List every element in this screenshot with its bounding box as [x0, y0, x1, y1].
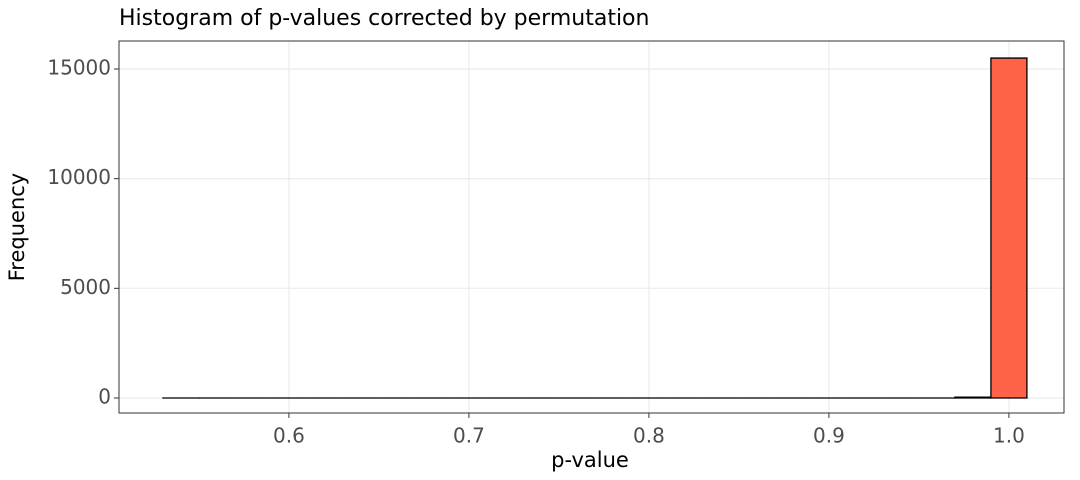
x-tick-label: 0.9 [813, 424, 845, 448]
y-axis-title: Frequency [5, 173, 29, 282]
y-tick-label: 10000 [47, 165, 111, 189]
y-tick-label: 0 [98, 384, 111, 408]
y-tick-label: 15000 [47, 56, 111, 80]
x-tick-label: 0.8 [633, 424, 665, 448]
bar [954, 396, 992, 399]
x-tick-label: 0.7 [453, 424, 485, 448]
panel-border [118, 40, 1065, 414]
x-axis-title: p-value [551, 448, 629, 472]
chart-title: Histogram of p-values corrected by permu… [119, 6, 649, 31]
x-tick-label: 0.6 [273, 424, 305, 448]
x-tick-label: 1.0 [993, 424, 1025, 448]
y-tick-label: 5000 [60, 275, 111, 299]
bar [990, 57, 1028, 399]
